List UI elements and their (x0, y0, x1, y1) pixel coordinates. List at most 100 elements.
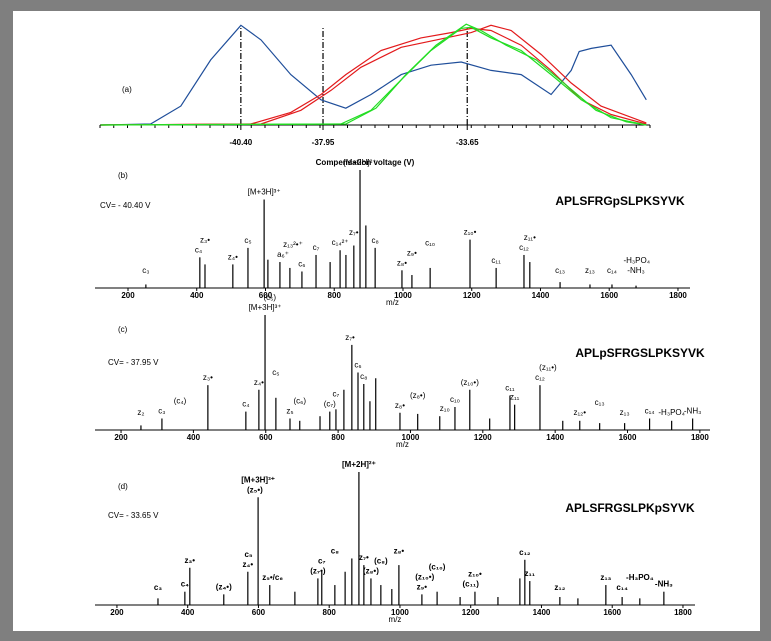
x-tick-label: 1800 (674, 608, 692, 617)
peak-annotation: z₁₀• (464, 228, 477, 237)
x-tick-label: 600 (259, 291, 273, 300)
peak-annotation: c₁₀ (425, 238, 435, 247)
peak-annotation: (c₇) (324, 400, 336, 409)
peak-annotation: c₆ (298, 259, 305, 268)
peak-annotation: c₃ (142, 266, 149, 275)
cv-label: CV= - 40.40 V (100, 201, 151, 210)
x-tick-label: -37.95 (312, 138, 335, 147)
x-tick-label: 1400 (546, 433, 564, 442)
panel-label: (b) (118, 171, 128, 180)
peak-annotation: (c₁₀) (429, 562, 446, 571)
peak-annotation: z₉• (407, 248, 417, 257)
peak-annotation: z₇• (349, 228, 359, 237)
x-tick-label: 800 (323, 608, 337, 617)
peak-annotation: (c₅) (263, 293, 276, 302)
peak-annotation: -H₃PO₄ (658, 408, 685, 417)
peptide-sequence: APLSFRGSLPKpSYVK (565, 501, 695, 515)
peak-annotation: (z₅•) (247, 485, 263, 494)
x-tick-label: 1200 (474, 433, 492, 442)
peak-annotation: z₁₃ (585, 266, 595, 275)
peak-annotation: -NH₃ (627, 266, 644, 275)
peak-annotation: -NH₃ (684, 407, 701, 416)
peak-annotation: c₁₃ (595, 398, 605, 407)
x-tick-label: 600 (252, 608, 266, 617)
x-axis-label: m/z (396, 440, 409, 449)
peak-annotation: c₈ (331, 546, 339, 555)
x-tick-label: 1400 (532, 291, 550, 300)
cv-label: CV= - 33.65 V (108, 511, 159, 520)
peak-annotation: c₁₀ (450, 395, 460, 404)
peak-annotation: z₁₃²•⁺ (283, 240, 303, 249)
x-axis-label: m/z (389, 615, 402, 624)
x-tick-label: 800 (331, 433, 345, 442)
peak-annotation: c₄ (242, 400, 249, 409)
canvas (13, 11, 760, 631)
peak-annotation: c₃ (154, 583, 162, 592)
peak-annotation: c₄ (181, 580, 189, 589)
x-tick-label: 400 (190, 291, 204, 300)
peak-annotation: z₁₀• (468, 570, 482, 579)
peak-annotation: c₁₄ (607, 266, 617, 275)
trace (100, 23, 647, 126)
peak-annotation: z₄• (243, 560, 254, 569)
x-tick-label: 200 (114, 433, 128, 442)
peak-annotation: c₁₄²⁺ (332, 238, 349, 247)
peak-annotation: c₅ (272, 368, 279, 377)
peak-annotation: (z₈•) (363, 566, 379, 575)
peak-annotation: z₁₃ (620, 408, 630, 417)
peak-annotation: c₁₂ (535, 373, 545, 382)
peak-annotation: -H₃PO₄ (626, 573, 654, 582)
peak-annotation: z₇• (345, 333, 355, 342)
panel-label: (d) (118, 482, 128, 491)
x-tick-label: 200 (121, 291, 135, 300)
x-tick-label: 1400 (533, 608, 551, 617)
peak-annotation: c₇ (318, 556, 326, 565)
peak-annotation: (z₈•) (410, 391, 426, 400)
trace (100, 24, 647, 126)
peak-annotation: z₅ (286, 407, 293, 416)
peak-annotation: z₁₁• (524, 233, 536, 242)
peak-annotation: z₁₂ (554, 583, 565, 592)
peak-annotation: z₃• (185, 556, 196, 565)
peak-annotation: [M+3H]³⁺ (249, 303, 282, 312)
peak-annotation: z₉• (417, 582, 428, 591)
spectrum-panel: 200 400 600 800 1000 1200 1400 1600 1800 m/z (b) CV… (95, 158, 690, 307)
peak-annotation: (z₇•) (310, 566, 326, 575)
peptide-sequence: APLSFRGpSLPKSYVK (555, 194, 685, 208)
peak-annotation: z₁₁ (510, 393, 520, 402)
x-tick-label: 1800 (691, 433, 709, 442)
peak-annotation: z₂ (137, 408, 144, 417)
peak-annotation: c₁₂ (519, 243, 529, 252)
peak-annotation: (z₁₀•) (461, 378, 479, 387)
spectrum-panel: 200 400 600 800 1000 1200 1400 1600 1800 m/z (c) CV… (95, 293, 710, 449)
peak-annotation: z₁₃ (600, 573, 611, 582)
peak-annotation: z₃• (203, 373, 213, 382)
x-tick-label: -33.65 (456, 138, 479, 147)
x-tick-label: 1600 (603, 608, 621, 617)
peak-annotation: z₄• (254, 378, 264, 387)
peak-annotation: c₁₄ (645, 407, 655, 416)
peak-annotation: [M+3H]³⁺ (241, 475, 275, 484)
cv-label: CV= - 37.95 V (108, 358, 159, 367)
x-tick-label: 1000 (402, 433, 420, 442)
x-axis-label: m/z (386, 298, 399, 307)
peak-annotation: (c₁₁) (463, 580, 480, 589)
panel-label: (a) (122, 85, 132, 94)
x-tick-label: 800 (328, 291, 342, 300)
peak-annotation: [M+2H]²⁺ (344, 158, 377, 167)
x-tick-label: 1600 (600, 291, 618, 300)
peak-annotation: (c₆) (293, 397, 306, 406)
peak-annotation: c₅ (244, 550, 252, 559)
x-tick-label: 1200 (462, 608, 480, 617)
peak-annotation: z₅•/c₆ (262, 573, 283, 582)
peak-annotation: [M+3H]³⁺ (248, 188, 281, 197)
x-tick-label: 600 (259, 433, 273, 442)
peak-annotation: c₈ (371, 236, 378, 245)
spectrum-panel: 200 400 600 800 1000 1200 1400 1600 1800 m/z (d) CV… (95, 460, 695, 624)
peak-annotation: c₁₃ (555, 266, 565, 275)
peak-annotation: (z₁₀•) (415, 572, 434, 581)
peak-annotation: c₄ (195, 245, 202, 254)
x-tick-label: 400 (187, 433, 201, 442)
